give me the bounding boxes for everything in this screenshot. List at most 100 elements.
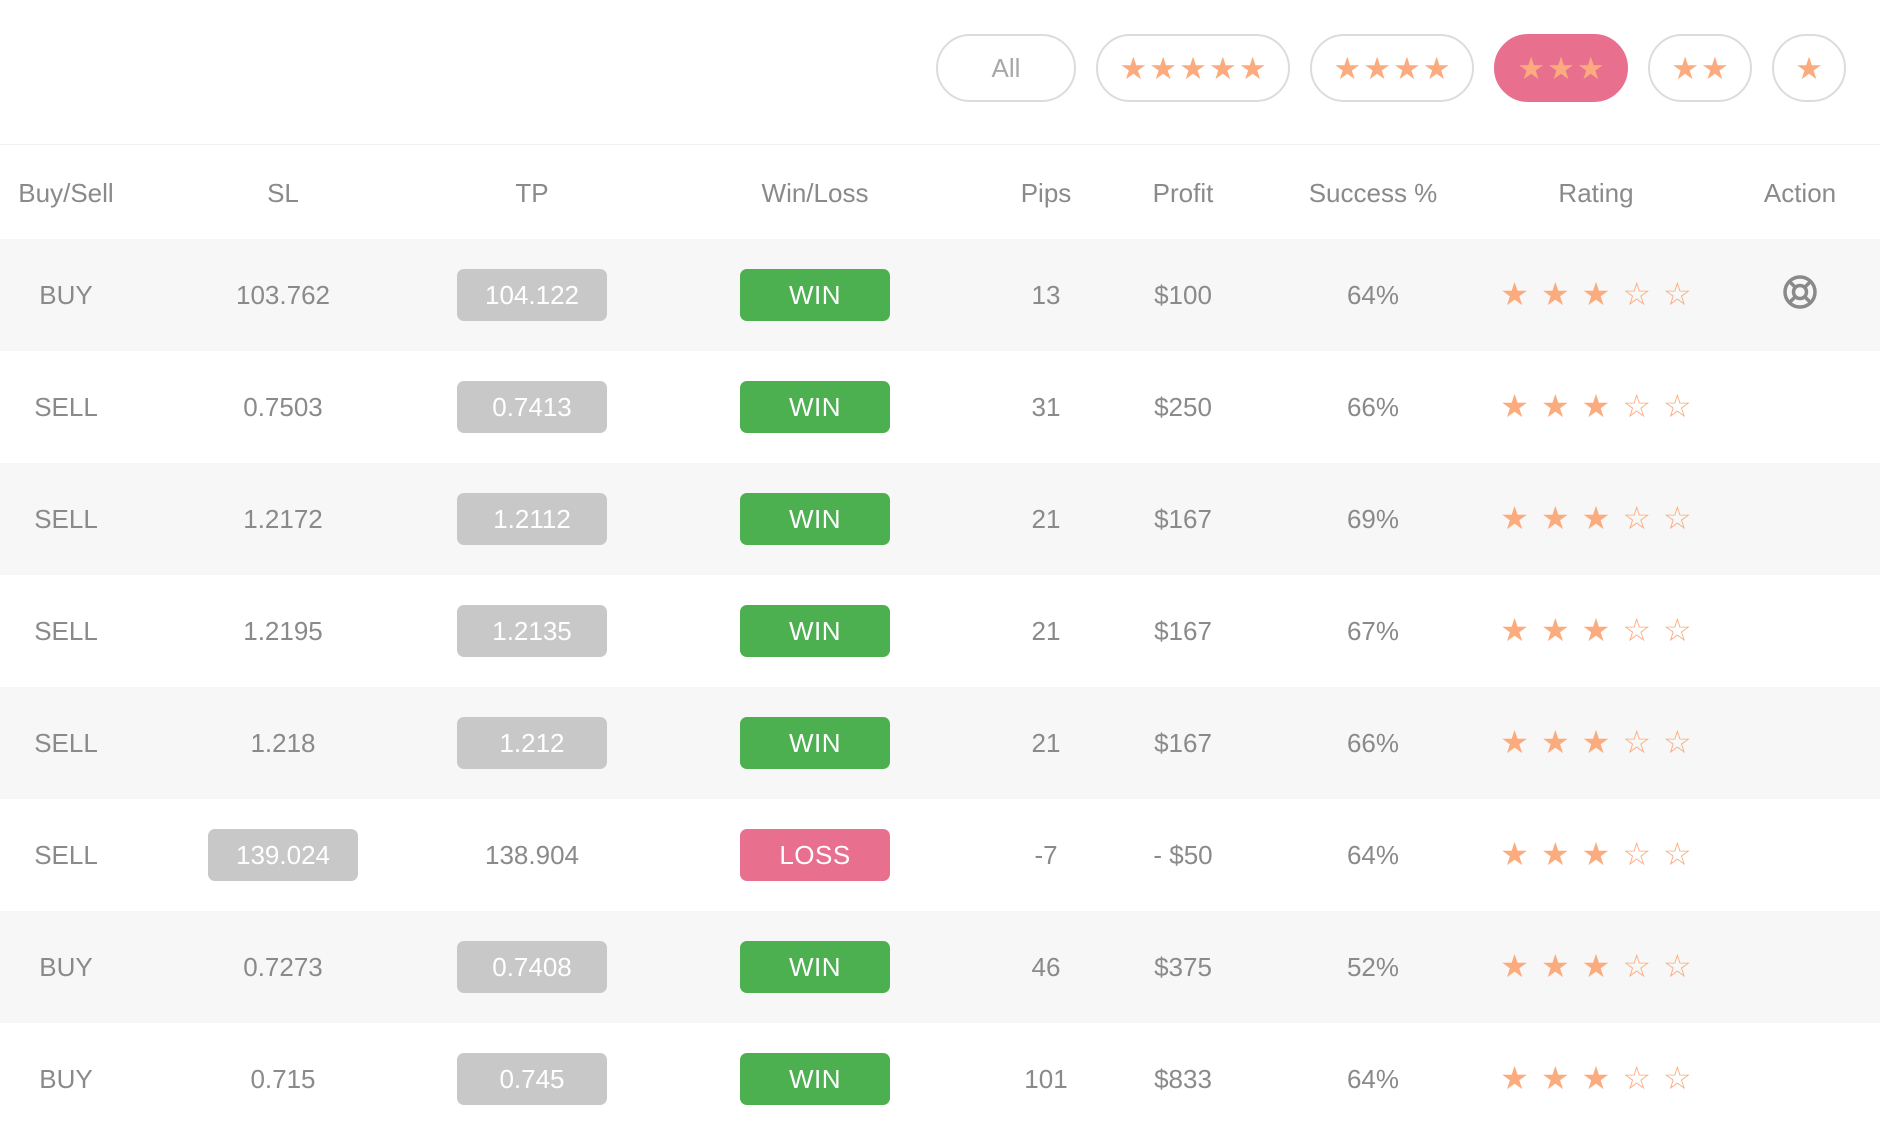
sl-cell: 1.218 [132,687,434,799]
star-empty-icon: ☆ [1663,1060,1692,1096]
filter-2-stars-button[interactable]: ★ ★ [1648,34,1752,102]
profit-value: $167 [1154,615,1212,646]
header-win-loss: Win/Loss [761,177,869,208]
star-filled-icon: ★ [1540,836,1570,872]
success-rate-value: 66% [1346,391,1400,422]
header-buy-sell: Buy/Sell [18,177,114,208]
success-rate-value: 64% [1346,279,1400,310]
rating-cell: ★ ★ ★ ☆ ☆ [1472,799,1720,911]
rating-cell: ★ ★ ★ ☆ ☆ [1472,687,1720,799]
table-row: SELL 1.218 1.212 WIN 21 $167 66% ★ ★ ★ ☆ ☆ [0,687,1880,799]
side-cell: SELL [0,575,132,687]
rating-cell: ★ ★ ★ ☆ ☆ [1472,911,1720,1023]
star-icon: ★ [1208,50,1237,86]
result-cell: WIN [630,351,1000,463]
side-cell: SELL [0,687,132,799]
pips-cell: 31 [1000,351,1092,463]
tp-cell: 1.2135 [434,575,630,687]
header-success: Success % [1308,177,1438,208]
success-cell: 64% [1274,1023,1472,1135]
filter-stars: ★ [1795,53,1823,84]
header-sl: SL [267,177,299,208]
star-rating: ★ ★ ★ ☆ ☆ [1500,502,1691,534]
trade-side: BUY [39,1063,93,1094]
take-profit-value: 104.122 [457,269,607,321]
success-rate-value: 66% [1346,727,1400,758]
filter-all-button[interactable]: All [936,34,1076,102]
pips-cell: 21 [1000,687,1092,799]
filter-3-stars-button[interactable]: ★ ★ ★ [1494,34,1628,102]
star-empty-icon: ☆ [1663,724,1692,760]
star-filled-icon: ★ [1500,1060,1529,1096]
result-cell: LOSS [630,799,1000,911]
sl-cell: 139.024 [132,799,434,911]
profit-cell: $250 [1092,351,1274,463]
table-header-row: Buy/Sell SL TP Win/Loss Pips Profit Succ… [0,147,1880,239]
rating-cell: ★ ★ ★ ☆ ☆ [1472,1023,1720,1135]
trade-side: SELL [34,615,98,646]
star-icon: ★ [1393,50,1421,86]
stop-loss-value: 1.218 [250,727,316,758]
success-rate-value: 64% [1346,839,1400,870]
side-cell: SELL [0,799,132,911]
star-icon: ★ [1119,50,1148,86]
star-empty-icon: ☆ [1663,388,1692,424]
filter-5-stars-button[interactable]: ★ ★ ★ ★ ★ [1096,34,1290,102]
star-rating: ★ ★ ★ ☆ ☆ [1500,950,1691,982]
filter-1-star-button[interactable]: ★ [1772,34,1846,102]
side-cell: BUY [0,239,132,351]
table-row: SELL 0.7503 0.7413 WIN 31 $250 66% ★ ★ ★ ☆ ☆ [0,351,1880,463]
filter-4-stars-button[interactable]: ★ ★ ★ ★ [1310,34,1474,102]
star-filled-icon: ★ [1540,500,1570,536]
header-pips: Pips [1020,177,1072,208]
take-profit-value: 1.2135 [457,605,607,657]
pips-value: 101 [1024,1063,1068,1094]
star-icon: ★ [1363,50,1391,86]
stop-loss-value: 1.2172 [243,503,323,534]
header-rating: Rating [1558,177,1634,208]
lifebuoy-icon[interactable] [1782,274,1818,310]
table-row: BUY 0.715 0.745 WIN 101 $833 64% ★ ★ ★ ☆ ☆ [0,1023,1880,1135]
success-cell: 67% [1274,575,1472,687]
rating-cell: ★ ★ ★ ☆ ☆ [1472,351,1720,463]
header-tp: TP [515,177,549,208]
pips-cell: 21 [1000,463,1092,575]
pips-value: 31 [1031,391,1061,422]
side-cell: SELL [0,463,132,575]
result-cell: WIN [630,575,1000,687]
star-empty-icon: ☆ [1622,724,1652,760]
result-badge: LOSS [740,829,890,881]
profit-cell: - $50 [1092,799,1274,911]
profit-value: - $50 [1153,839,1213,870]
table-row: BUY 0.7273 0.7408 WIN 46 $375 52% ★ ★ ★ ☆ ☆ [0,911,1880,1023]
sl-cell: 0.7273 [132,911,434,1023]
take-profit-value: 1.2112 [457,493,607,545]
success-cell: 64% [1274,799,1472,911]
trade-side: SELL [34,839,98,870]
star-icon: ★ [1333,50,1362,86]
table-row: SELL 1.2172 1.2112 WIN 21 $167 69% ★ ★ ★ ☆ ☆ [0,463,1880,575]
star-icon: ★ [1547,50,1575,86]
star-icon: ★ [1701,50,1729,86]
star-empty-icon: ☆ [1622,388,1652,424]
success-cell: 66% [1274,687,1472,799]
profit-cell: $375 [1092,911,1274,1023]
star-filled-icon: ★ [1581,500,1611,536]
trade-side: SELL [34,503,98,534]
take-profit-value: 0.745 [457,1053,607,1105]
star-empty-icon: ☆ [1622,836,1652,872]
star-filled-icon: ★ [1500,948,1529,984]
filter-stars: ★ ★ ★ [1517,53,1604,84]
take-profit-value: 1.212 [457,717,607,769]
star-rating: ★ ★ ★ ☆ ☆ [1500,838,1691,870]
pips-value: 21 [1031,503,1061,534]
result-badge: WIN [740,493,890,545]
star-filled-icon: ★ [1540,276,1570,312]
stop-loss-value: 0.715 [250,1063,316,1094]
pips-value: 46 [1031,951,1061,982]
result-cell: WIN [630,463,1000,575]
result-cell: WIN [630,911,1000,1023]
result-badge: WIN [740,941,890,993]
action-cell [1720,911,1880,1023]
pips-cell: 46 [1000,911,1092,1023]
